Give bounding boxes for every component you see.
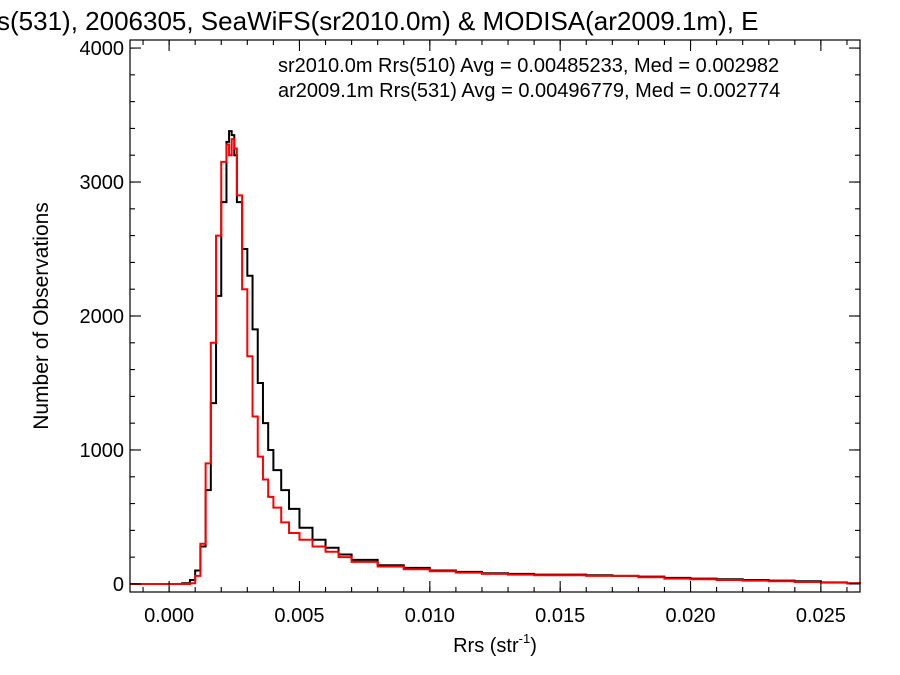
y-tick-label: 4000 (80, 38, 125, 60)
y-axis-ticks: 0 1000 2000 3000 4000 (80, 38, 860, 596)
x-tick-label: 0.025 (796, 605, 846, 627)
series-line-0 (130, 130, 861, 585)
y-tick-label: 1000 (80, 440, 125, 462)
x-axis-label: Rrs (str-1) (453, 631, 537, 657)
x-tick-label: 0.010 (405, 605, 455, 627)
series-line-1 (130, 138, 861, 585)
x-tick-label: 0.000 (144, 605, 194, 627)
series-layer (130, 130, 861, 585)
y-tick-label: 2000 (80, 306, 125, 328)
y-tick-label: 0 (113, 574, 124, 596)
x-tick-label: 0.005 (274, 605, 324, 627)
x-tick-label: 0.015 (535, 605, 585, 627)
y-axis-label: Number of Observations (30, 202, 53, 430)
y-tick-label: 3000 (80, 172, 125, 194)
x-axis-ticks: 0.000 0.005 0.010 0.015 0.020 0.025 (142, 40, 848, 627)
annotation-sr2010: sr2010.0m Rrs(510) Avg = 0.00485233, Med… (278, 55, 779, 77)
x-axis-label-close: ) (530, 635, 537, 657)
plot-frame (129, 39, 861, 593)
chart-title: s(531), 2006305, SeaWiFS(sr2010.0m) & MO… (0, 6, 759, 36)
annotation-ar2009: ar2009.1m Rrs(531) Avg = 0.00496779, Med… (278, 80, 780, 102)
x-axis-label-superscript: -1 (519, 631, 531, 646)
x-tick-label: 0.020 (666, 605, 716, 627)
x-axis-label-main: Rrs (str (453, 635, 519, 657)
